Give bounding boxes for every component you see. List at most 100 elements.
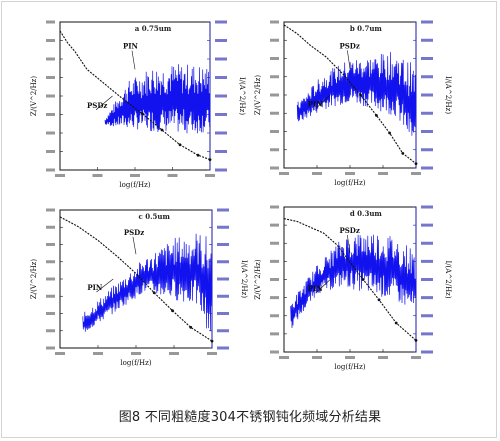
right-tick-label [421,314,433,318]
annotation-leader [347,50,351,69]
left-tick-label [270,130,279,133]
right-tick-label [215,94,227,98]
x-tick-label [345,356,355,359]
annotation-leader [347,235,351,254]
left-tick-label [270,296,279,300]
psd-point [160,128,164,132]
psd-point [141,112,144,116]
right-tick-label [421,350,433,354]
left-tick-label [46,150,55,153]
x-tick-label [167,174,178,177]
left-tick-label [270,38,279,42]
right-tick-label [217,208,229,212]
right-tick-label [421,20,433,24]
noise-series-line [296,52,417,136]
x-tick-label [411,356,421,359]
left-tick-label [46,131,55,135]
x-tick-label [55,174,65,177]
left-tick-label [46,294,55,298]
x-tick-label [411,172,421,175]
right-tick-label [421,111,433,115]
chart-panel-bottom-right: d 0.3um log(f/Hz) Z/(V^2/Hz) I/(A^2/Hz) PSDz… [254,205,452,371]
left-tick-label [46,113,55,116]
right-tick-label [217,260,229,264]
right-tick-label [421,332,433,336]
x-tick-label [130,174,140,177]
right-tick-label [217,243,229,246]
right-y-axis-label: I/(A^2/Hz) [444,76,452,114]
psd-point [375,114,378,117]
x-tick-label [312,172,322,175]
panel-title: c 0.5um [139,212,171,221]
annotation-leader [315,94,331,109]
panel-title: a 0.75um [135,24,172,33]
left-tick-label [46,329,55,333]
right-tick-label [215,20,227,24]
annotation-leader [95,95,113,111]
x-tick-label [92,174,103,177]
psd-point [152,291,156,295]
right-tick-label [421,57,433,60]
left-tick-label [270,223,279,227]
right-tick-label [421,93,433,97]
x-tick-label [205,174,215,177]
left-tick-label [46,20,55,24]
panel-title: b 0.7um [350,24,383,33]
right-tick-label [421,241,433,245]
x-tick-label [345,172,355,175]
right-y-axis-label: I/(A^2/Hz) [238,77,246,115]
x-tick-label [312,356,322,359]
left-tick-label [270,20,279,24]
right-tick-label [215,76,227,79]
psd-point [414,339,418,342]
left-tick-label [270,166,279,170]
left-tick-label [270,241,279,245]
x-axis-label: log(f/Hz) [119,181,150,189]
left-tick-label [46,208,55,212]
right-tick-label [215,168,227,172]
right-tick-label [217,329,229,333]
right-y-axis-label: I/(A^2/Hz) [444,260,452,298]
right-tick-label [217,312,229,315]
right-y-axis-label: I/(A^2/Hz) [240,260,248,298]
right-tick-label [421,259,433,263]
left-tick-label [270,314,279,318]
left-y-axis-label: Z/(V^2/Hz) [30,76,38,116]
right-tick-label [215,39,227,42]
x-tick-label [378,172,388,175]
psd-point [359,93,362,97]
x-tick-label [279,356,289,359]
left-tick-label [46,260,55,264]
right-tick-label [217,346,229,350]
psd-point [189,325,193,329]
right-tick-label [421,278,433,281]
annotation-leader [315,279,331,294]
left-tick-label [270,93,279,97]
left-tick-label [270,75,279,79]
left-tick-label [270,205,279,209]
chart-panel-top-left: a 0.75um log(f/Hz) Z/(V^2/Hz) I/(A^2/Hz) PIN… [30,20,246,189]
psd-point [361,278,365,281]
annotation-label: PIN [123,42,139,51]
right-tick-label [421,205,433,209]
x-tick-label [93,352,103,355]
left-tick-label [46,57,55,61]
left-tick-label [46,94,55,98]
psd-point [210,339,214,343]
psd-point [178,143,182,147]
psd-point [401,152,405,155]
noise-series-line [104,64,211,134]
right-tick-label [217,277,229,281]
left-tick-label [46,168,55,172]
annotation-label: PIN [308,100,324,109]
right-tick-label [421,296,433,300]
left-tick-label [46,225,55,229]
right-tick-label [215,113,227,116]
x-tick-label [207,352,217,355]
left-y-axis-label: Z/(V^2/Hz) [254,75,262,115]
right-tick-label [421,130,433,133]
left-tick-label [270,278,279,281]
right-tick-label [217,225,229,229]
annotation-label: PSDz [124,228,144,237]
